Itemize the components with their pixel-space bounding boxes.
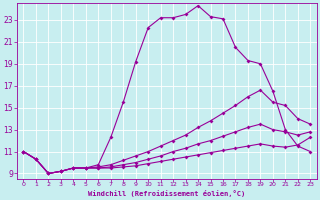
X-axis label: Windchill (Refroidissement éolien,°C): Windchill (Refroidissement éolien,°C): [88, 190, 245, 197]
